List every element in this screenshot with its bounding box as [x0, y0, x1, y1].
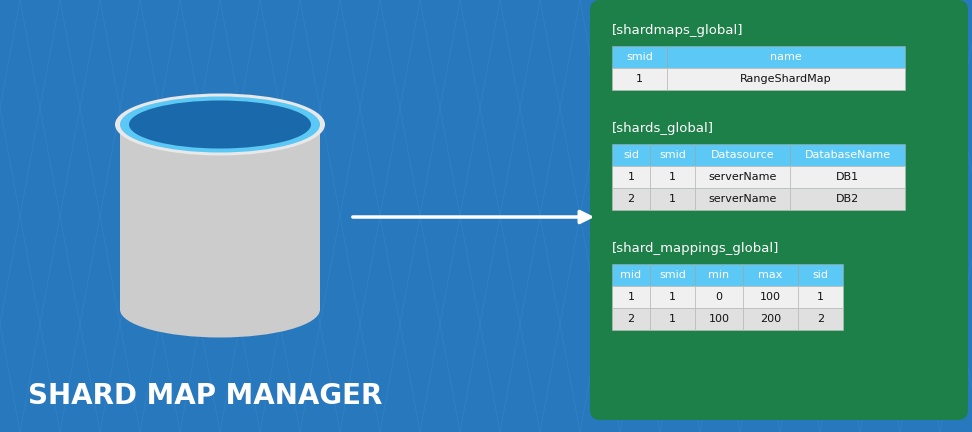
FancyBboxPatch shape	[612, 46, 667, 68]
Text: serverName: serverName	[709, 172, 777, 182]
Text: 200: 200	[760, 314, 781, 324]
Text: 100: 100	[709, 314, 730, 324]
FancyBboxPatch shape	[612, 286, 650, 308]
FancyBboxPatch shape	[650, 286, 695, 308]
Ellipse shape	[129, 101, 311, 149]
Text: 1: 1	[817, 292, 824, 302]
Ellipse shape	[115, 93, 325, 156]
FancyBboxPatch shape	[798, 308, 843, 330]
Text: 1: 1	[628, 292, 635, 302]
Text: min: min	[709, 270, 730, 280]
Text: SHARD MAP MANAGER: SHARD MAP MANAGER	[28, 382, 382, 410]
Text: [shards_global]: [shards_global]	[612, 122, 714, 135]
FancyBboxPatch shape	[743, 286, 798, 308]
FancyBboxPatch shape	[667, 68, 905, 90]
Text: DB2: DB2	[836, 194, 859, 204]
FancyBboxPatch shape	[612, 144, 650, 166]
Text: [shardmaps_global]: [shardmaps_global]	[612, 24, 744, 37]
Text: max: max	[758, 270, 782, 280]
FancyBboxPatch shape	[667, 46, 905, 68]
Text: smid: smid	[659, 270, 686, 280]
Text: DatabaseName: DatabaseName	[805, 150, 890, 160]
FancyBboxPatch shape	[798, 264, 843, 286]
FancyBboxPatch shape	[590, 0, 968, 420]
FancyBboxPatch shape	[695, 144, 790, 166]
FancyBboxPatch shape	[650, 308, 695, 330]
FancyBboxPatch shape	[612, 188, 650, 210]
Text: 1: 1	[669, 172, 676, 182]
Text: smid: smid	[659, 150, 686, 160]
Text: 2: 2	[816, 314, 824, 324]
Text: Datasource: Datasource	[711, 150, 775, 160]
Polygon shape	[120, 124, 320, 309]
FancyBboxPatch shape	[612, 264, 650, 286]
Text: serverName: serverName	[709, 194, 777, 204]
Ellipse shape	[120, 282, 320, 337]
Text: 0: 0	[715, 292, 722, 302]
FancyBboxPatch shape	[612, 308, 650, 330]
Text: 2: 2	[628, 194, 635, 204]
Text: sid: sid	[623, 150, 639, 160]
FancyBboxPatch shape	[798, 286, 843, 308]
Text: mid: mid	[620, 270, 642, 280]
FancyBboxPatch shape	[743, 308, 798, 330]
Text: 1: 1	[669, 314, 676, 324]
Text: smid: smid	[626, 52, 653, 62]
Text: 1: 1	[669, 194, 676, 204]
FancyBboxPatch shape	[695, 264, 743, 286]
Text: 1: 1	[669, 292, 676, 302]
Text: [shard_mappings_global]: [shard_mappings_global]	[612, 242, 780, 255]
Text: name: name	[770, 52, 802, 62]
Text: 1: 1	[636, 74, 643, 84]
FancyBboxPatch shape	[695, 286, 743, 308]
FancyBboxPatch shape	[743, 264, 798, 286]
FancyBboxPatch shape	[612, 68, 667, 90]
Text: RangeShardMap: RangeShardMap	[741, 74, 832, 84]
FancyBboxPatch shape	[612, 166, 650, 188]
Text: sid: sid	[813, 270, 828, 280]
FancyBboxPatch shape	[790, 188, 905, 210]
FancyBboxPatch shape	[790, 144, 905, 166]
FancyBboxPatch shape	[790, 166, 905, 188]
FancyBboxPatch shape	[695, 166, 790, 188]
Text: 100: 100	[760, 292, 781, 302]
FancyBboxPatch shape	[650, 264, 695, 286]
FancyBboxPatch shape	[695, 308, 743, 330]
Text: DB1: DB1	[836, 172, 859, 182]
Ellipse shape	[120, 96, 320, 152]
FancyBboxPatch shape	[650, 144, 695, 166]
FancyBboxPatch shape	[695, 188, 790, 210]
FancyBboxPatch shape	[650, 188, 695, 210]
Text: 2: 2	[628, 314, 635, 324]
FancyBboxPatch shape	[650, 166, 695, 188]
Text: 1: 1	[628, 172, 635, 182]
